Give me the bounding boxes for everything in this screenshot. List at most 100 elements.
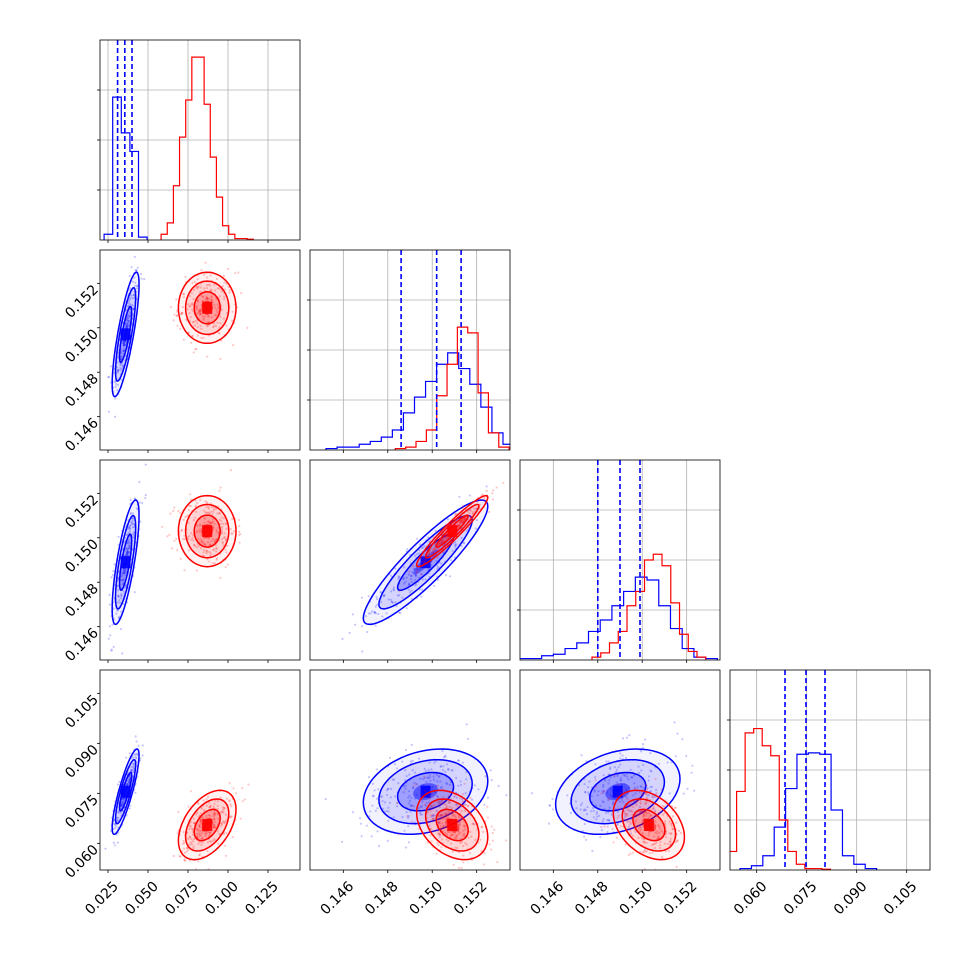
sample-point bbox=[360, 835, 363, 838]
sample-point bbox=[619, 752, 622, 755]
sample-point bbox=[440, 562, 443, 565]
sample-point bbox=[491, 492, 494, 495]
sample-point bbox=[583, 808, 586, 811]
sample-point bbox=[638, 812, 641, 815]
sample-point bbox=[187, 509, 190, 512]
sample-point bbox=[412, 786, 415, 789]
sample-point bbox=[422, 553, 425, 556]
sample-point bbox=[616, 822, 620, 825]
sample-point bbox=[215, 530, 218, 533]
sample-point bbox=[458, 521, 462, 524]
x-tick-label: 0.075 bbox=[162, 879, 202, 919]
sample-point bbox=[220, 531, 224, 534]
sample-point bbox=[120, 800, 124, 803]
sample-point bbox=[597, 790, 600, 793]
sample-point bbox=[566, 794, 569, 797]
sample-point bbox=[121, 364, 124, 367]
sample-point bbox=[491, 839, 494, 842]
panel-body bbox=[520, 460, 720, 660]
sample-point bbox=[196, 835, 199, 838]
sample-point bbox=[132, 307, 135, 310]
sample-point bbox=[396, 802, 399, 805]
sample-point bbox=[227, 285, 230, 289]
sample-point bbox=[439, 802, 442, 805]
sample-point bbox=[445, 782, 449, 786]
sample-point bbox=[183, 858, 186, 861]
sample-point bbox=[127, 531, 130, 535]
sample-point bbox=[192, 519, 195, 522]
sample-point bbox=[212, 510, 215, 513]
sample-point bbox=[131, 517, 134, 520]
sample-point bbox=[371, 804, 374, 807]
sample-point bbox=[483, 863, 486, 866]
sample-point bbox=[411, 564, 414, 567]
sample-point bbox=[432, 775, 435, 778]
sample-point bbox=[411, 580, 414, 584]
sample-point bbox=[431, 818, 434, 821]
sample-point bbox=[133, 293, 136, 297]
sample-point bbox=[464, 803, 467, 806]
sample-point bbox=[437, 775, 440, 779]
sample-point bbox=[224, 522, 228, 525]
sample-point bbox=[387, 806, 390, 809]
sample-point bbox=[201, 300, 204, 303]
sample-point bbox=[408, 799, 412, 802]
sample-point bbox=[617, 766, 620, 769]
histogram-series-0 bbox=[739, 752, 878, 870]
sample-point bbox=[213, 811, 216, 814]
sample-point bbox=[241, 800, 244, 803]
sample-point bbox=[652, 796, 655, 799]
sample-point bbox=[200, 327, 203, 330]
sample-point bbox=[213, 812, 216, 815]
sample-point bbox=[415, 783, 418, 786]
sample-point bbox=[199, 830, 202, 833]
sample-point bbox=[221, 806, 225, 809]
sample-point bbox=[128, 777, 131, 781]
sample-point bbox=[410, 743, 413, 747]
sample-point bbox=[130, 303, 133, 306]
sample-point bbox=[464, 842, 467, 845]
sample-point bbox=[186, 536, 189, 539]
sample-point bbox=[223, 532, 226, 535]
sample-point bbox=[141, 754, 144, 757]
sample-point bbox=[134, 269, 137, 272]
sample-point bbox=[371, 782, 374, 785]
sample-point bbox=[115, 612, 118, 615]
sample-point bbox=[442, 756, 445, 759]
sample-point bbox=[640, 785, 643, 788]
sample-point bbox=[655, 841, 658, 844]
sample-point bbox=[176, 324, 179, 327]
sample-point bbox=[551, 808, 554, 811]
sample-point bbox=[387, 787, 390, 791]
sample-point bbox=[128, 302, 131, 305]
sample-point bbox=[221, 541, 224, 544]
sample-point bbox=[127, 551, 130, 554]
sample-point bbox=[651, 844, 654, 847]
sample-point bbox=[194, 348, 197, 351]
sample-point bbox=[456, 846, 459, 850]
sample-point bbox=[206, 355, 209, 358]
sample-point bbox=[421, 588, 424, 591]
sample-point bbox=[223, 821, 226, 824]
sample-point bbox=[188, 827, 191, 831]
sample-point bbox=[461, 505, 464, 508]
sample-point bbox=[436, 795, 439, 798]
sample-point bbox=[199, 818, 202, 821]
sample-point bbox=[126, 317, 129, 320]
sample-point bbox=[387, 598, 390, 601]
sample-point bbox=[212, 538, 215, 541]
sample-point bbox=[121, 341, 124, 344]
sample-point bbox=[212, 825, 215, 829]
sample-point bbox=[128, 319, 131, 322]
sample-point bbox=[198, 832, 201, 835]
x-tick-label: 0.146 bbox=[528, 879, 568, 919]
sample-point bbox=[133, 525, 136, 529]
sample-point bbox=[653, 842, 656, 846]
sample-point bbox=[649, 769, 652, 772]
sample-point bbox=[466, 737, 469, 740]
sample-point bbox=[204, 831, 207, 835]
sample-point bbox=[389, 598, 392, 601]
sample-point bbox=[216, 800, 219, 803]
sample-point bbox=[212, 549, 215, 552]
